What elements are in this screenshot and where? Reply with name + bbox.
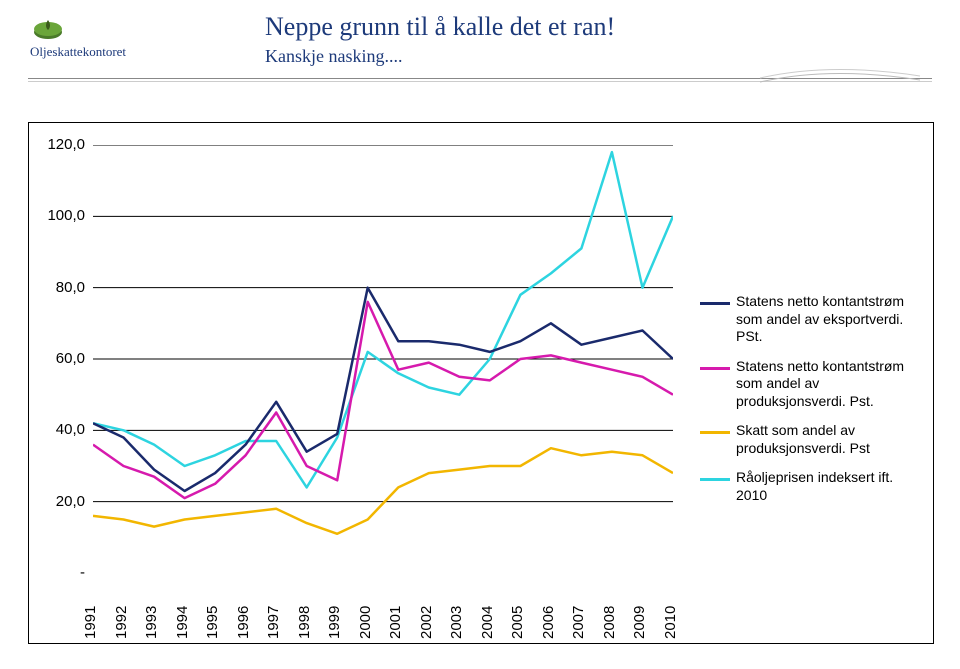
y-tick-label: 20,0 [35,493,85,510]
legend-item: Råoljeprisen indeksert ift. 2010 [700,469,915,504]
titles: Neppe grunn til å kalle det et ran! Kans… [265,12,615,67]
x-tick-label: 2006 [540,606,557,639]
x-tick-label: 1995 [204,606,221,639]
y-tick-label: 40,0 [35,421,85,438]
x-tick-label: 2004 [479,606,496,639]
legend-swatch [700,426,730,440]
y-tick-label: 60,0 [35,350,85,367]
y-tick-label: 80,0 [35,279,85,296]
legend-label: Statens netto kontantstrøm som andel av … [736,358,915,411]
y-tick-label: 100,0 [35,207,85,224]
series-eksportverdi [93,288,673,491]
line-chart [93,145,673,573]
legend-label: Råoljeprisen indeksert ift. 2010 [736,469,915,504]
header-arcs [750,58,930,98]
oil-drop-icon [30,18,66,42]
x-tick-label: 1998 [296,606,313,639]
x-tick-label: 2010 [662,606,679,639]
x-tick-label: 1997 [265,606,282,639]
legend-item: Skatt som andel av produksjonsverdi. Pst [700,422,915,457]
x-tick-label: 1996 [235,606,252,639]
logo: Oljeskattekontoret [30,18,126,60]
x-tick-label: 1992 [113,606,130,639]
x-tick-label: 2002 [418,606,435,639]
page-title: Neppe grunn til å kalle det et ran! [265,12,615,42]
x-tick-label: 2005 [509,606,526,639]
chart-container: - 20,0 40,0 60,0 80,0 100,0 120,0 1991 1992 1993… [28,122,934,644]
y-tick-label: 120,0 [35,136,85,153]
x-tick-label: 2007 [570,606,587,639]
page-subtitle: Kanskje nasking.... [265,46,615,67]
x-tick-label: 1993 [143,606,160,639]
plot-area [93,145,673,573]
series-raolje [93,152,673,487]
x-tick-label: 2003 [448,606,465,639]
legend-item: Statens netto kontantstrøm som andel av … [700,293,915,346]
legend-label: Skatt som andel av produksjonsverdi. Pst [736,422,915,457]
logo-text: Oljeskattekontoret [30,44,126,60]
legend-label: Statens netto kontantstrøm som andel av … [736,293,915,346]
legend-swatch [700,297,730,311]
y-tick-label: - [35,564,85,581]
x-tick-label: 1994 [174,606,191,639]
x-tick-label: 2000 [357,606,374,639]
x-tick-label: 2001 [387,606,404,639]
series-skatt [93,448,673,534]
x-tick-label: 1991 [82,606,99,639]
series-produksjonsverdi [93,302,673,498]
legend-swatch [700,473,730,487]
x-tick-label: 1999 [326,606,343,639]
x-tick-label: 2009 [631,606,648,639]
legend-swatch [700,362,730,376]
legend: Statens netto kontantstrøm som andel av … [700,293,915,516]
x-tick-label: 2008 [601,606,618,639]
legend-item: Statens netto kontantstrøm som andel av … [700,358,915,411]
header: Oljeskattekontoret Neppe grunn til å kal… [0,0,960,95]
x-axis-labels: 1991199219931994199519961997199819992000… [93,579,673,639]
